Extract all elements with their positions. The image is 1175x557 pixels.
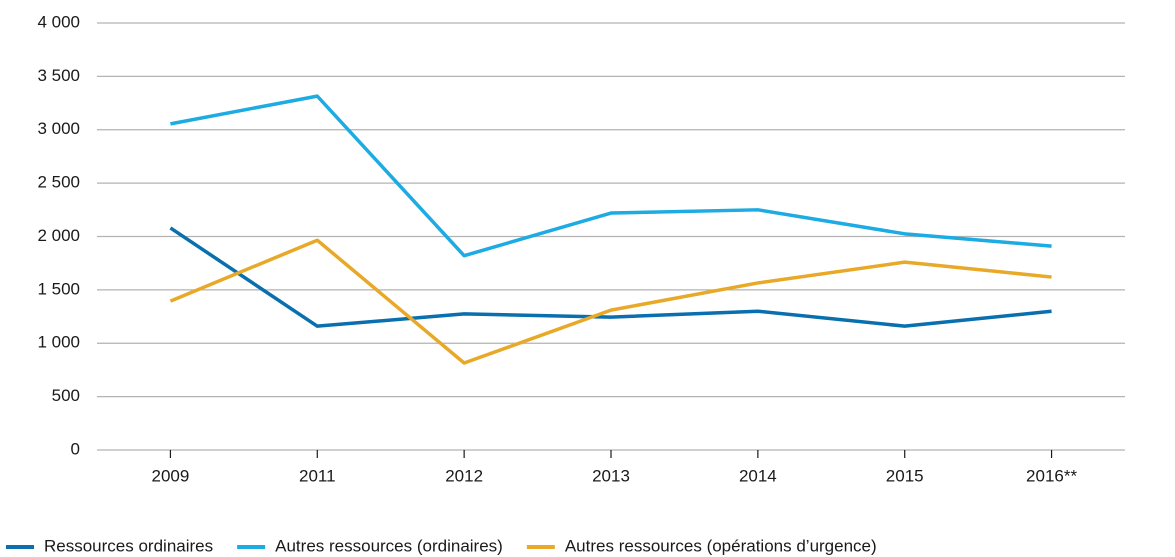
series-line <box>169 226 1052 328</box>
y-tick-label: 3 000 <box>37 119 80 138</box>
y-tick-label: 2 000 <box>37 226 80 245</box>
x-tick-label: 2015 <box>886 466 924 485</box>
y-tick-label: 2 500 <box>37 173 80 192</box>
x-tick-label: 2016** <box>1026 466 1077 485</box>
legend-label: Ressources ordinaires <box>44 536 213 555</box>
legend-label: Autres ressources (opérations d’urgence) <box>565 536 877 555</box>
x-tick-label: 2013 <box>592 466 630 485</box>
y-tick-label: 0 <box>71 439 80 458</box>
x-tick-label: 2012 <box>445 466 483 485</box>
x-tick-label: 2009 <box>152 466 190 485</box>
y-tick-label: 1 000 <box>37 333 80 352</box>
legend-label: Autres ressources (ordinaires) <box>275 536 503 555</box>
series-line <box>169 238 1052 365</box>
y-tick-label: 4 000 <box>37 12 80 31</box>
y-tick-label: 1 500 <box>37 279 80 298</box>
x-tick-label: 2014 <box>739 466 777 485</box>
series-line <box>170 94 1052 258</box>
y-tick-label: 500 <box>52 386 80 405</box>
y-tick-label: 3 500 <box>37 66 80 85</box>
x-tick-label: 2011 <box>299 466 336 485</box>
